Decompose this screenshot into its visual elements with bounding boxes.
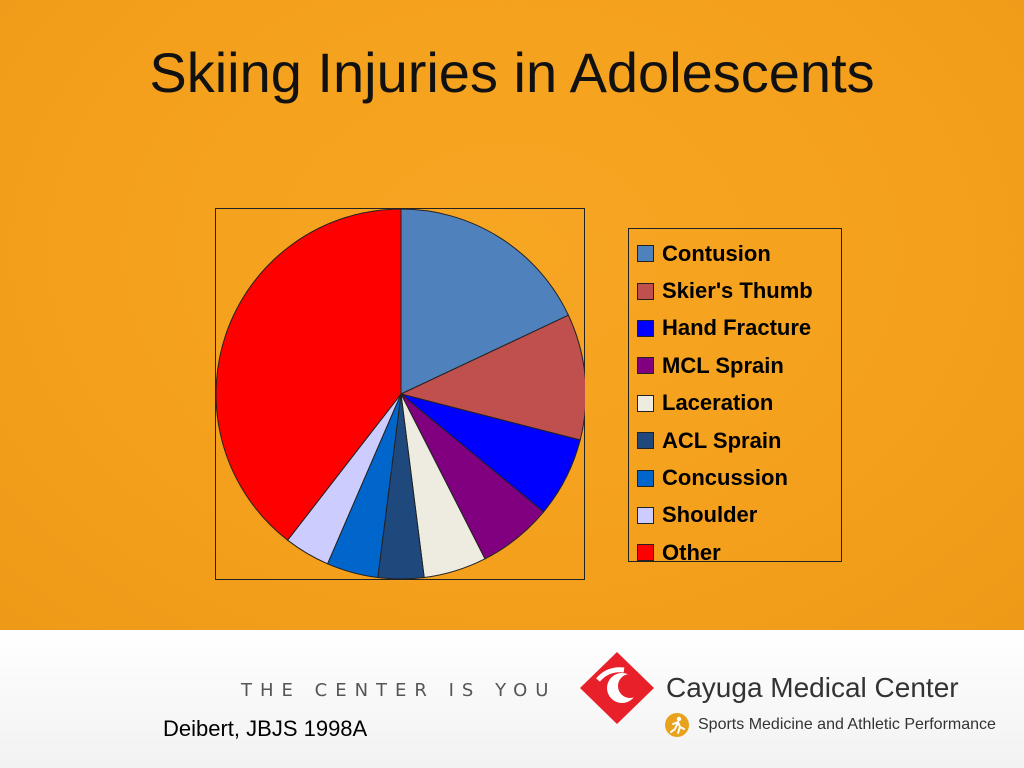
legend-swatch: [637, 432, 654, 450]
legend-item: ACL Sprain: [637, 422, 841, 459]
pie-slice-other: [215, 208, 402, 541]
legend-swatch: [637, 544, 654, 562]
legend-item: Hand Fracture: [637, 310, 841, 347]
chart-legend: Contusion Skier's Thumb Hand Fracture MCL S…: [628, 228, 842, 565]
legend-swatch: [637, 469, 654, 487]
brand-name: Cayuga Medical Center: [666, 672, 959, 703]
legend-item: Laceration: [637, 385, 841, 422]
pie-chart: [215, 208, 585, 580]
legend-item: Shoulder: [637, 497, 841, 534]
slide-title: Skiing Injuries in Adolescents: [149, 41, 875, 104]
footer-bar: [0, 630, 1024, 768]
cayuga-logo-icon: [580, 652, 654, 724]
legend-swatch: [637, 245, 654, 263]
legend-item: Contusion: [637, 235, 841, 272]
legend-item: MCL Sprain: [637, 347, 841, 384]
legend-item: Skier's Thumb: [637, 272, 841, 309]
legend-label: Concussion: [662, 465, 788, 491]
legend-label: Skier's Thumb: [662, 278, 813, 304]
tagline: THE CENTER IS YOU: [241, 680, 557, 701]
runner-icon: [665, 713, 689, 737]
legend-swatch: [637, 282, 654, 300]
legend-swatch: [637, 506, 654, 524]
legend-item: Other: [637, 534, 841, 571]
legend-label: MCL Sprain: [662, 352, 784, 378]
legend-label: Shoulder: [662, 502, 758, 528]
legend-item: Concussion: [637, 459, 841, 496]
legend-label: Contusion: [662, 240, 771, 266]
legend-swatch: [637, 394, 654, 412]
legend-swatch: [637, 319, 654, 337]
citation: Deibert, JBJS 1998A: [163, 716, 368, 741]
brand-subtitle: Sports Medicine and Athletic Performance: [698, 716, 996, 733]
legend-label: Hand Fracture: [662, 315, 812, 341]
legend-label: Other: [662, 539, 721, 565]
legend-label: ACL Sprain: [662, 427, 782, 453]
pie-slice-skier-s-thumb: [399, 314, 585, 441]
legend-swatch: [637, 357, 654, 375]
pie-slice-contusion: [400, 208, 570, 395]
legend-label: Laceration: [662, 390, 774, 416]
